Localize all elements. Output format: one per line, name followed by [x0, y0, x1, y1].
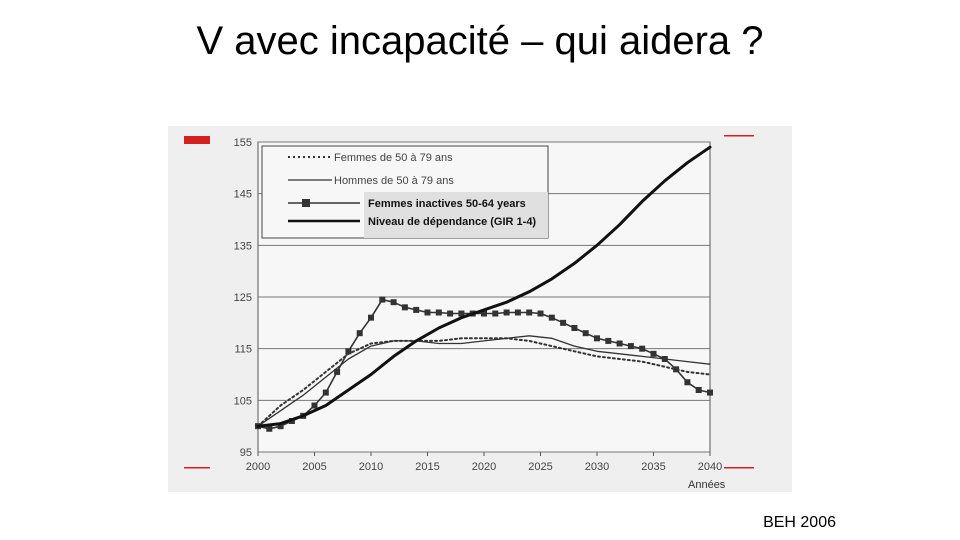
series-marker — [650, 350, 657, 357]
series-marker — [526, 309, 533, 316]
legend-marker-inactives — [302, 199, 310, 207]
series-marker — [334, 368, 341, 375]
y-tick-label: 125 — [234, 292, 252, 304]
series-marker — [322, 389, 329, 396]
x-tick-label: 2020 — [472, 461, 496, 473]
x-tick-label: 2040 — [698, 461, 722, 473]
series-line-3 — [256, 145, 712, 428]
series-marker — [514, 309, 521, 316]
y-tick-label: 145 — [234, 189, 252, 201]
legend-box-highlight — [364, 192, 548, 238]
legend-label-femmes: Femmes de 50 à 79 ans — [334, 152, 453, 164]
y-tick-label: 155 — [234, 137, 252, 149]
series-marker — [673, 366, 680, 373]
line-chart: 95 105 115 125 135 145 155 2000 2005 2010 2015 202… — [184, 135, 754, 491]
legend-label-dependance: Niveau de dépendance (GIR 1-4) — [368, 216, 536, 228]
source-caption: BEH 2006 — [763, 514, 836, 531]
y-tick-label: 95 — [240, 447, 252, 459]
red-marker-top-right — [724, 135, 754, 137]
series-marker — [356, 330, 363, 337]
series-marker — [435, 309, 442, 316]
series-marker — [661, 356, 668, 362]
x-tick-label: 2030 — [585, 461, 609, 473]
series-marker — [616, 340, 623, 347]
y-tick-label: 105 — [234, 395, 252, 407]
red-marker-bottom-left — [184, 467, 210, 469]
series-marker — [277, 423, 284, 430]
x-tick-label: 2035 — [641, 461, 665, 473]
series-marker — [379, 296, 386, 303]
series-marker — [571, 325, 578, 331]
x-tick-label: 2025 — [528, 461, 552, 473]
series-marker — [458, 310, 465, 317]
series-marker — [695, 387, 702, 393]
series-marker — [266, 425, 273, 432]
legend-label-hommes: Hommes de 50 à 79 ans — [334, 175, 454, 187]
series-line-0 — [257, 337, 711, 428]
chart-figure: 95 105 115 125 135 145 155 2000 2005 2010 2015 202… — [168, 126, 792, 492]
series-marker — [548, 314, 555, 321]
y-axis: 95 105 115 125 135 145 155 — [234, 137, 252, 459]
y-tick-label: 135 — [234, 240, 252, 252]
series-marker — [424, 309, 431, 316]
legend-label-inactives: Femmes inactives 50-64 years — [368, 198, 526, 210]
series-marker — [627, 343, 634, 350]
x-tick-label: 2005 — [302, 461, 326, 473]
series-marker — [345, 348, 352, 355]
red-marker-bottom-right — [724, 467, 754, 469]
series-marker — [413, 306, 420, 313]
series-line-1 — [257, 335, 711, 427]
series-marker — [503, 309, 510, 316]
series-marker — [639, 345, 646, 352]
series-marker — [481, 310, 487, 317]
series-marker — [707, 389, 713, 396]
y-tick-label: 115 — [234, 344, 252, 356]
series-marker — [605, 337, 612, 344]
x-tick-label: 2015 — [415, 461, 439, 473]
x-axis: 2000 2005 2010 2015 2020 2025 2030 2035 2040 — [246, 452, 722, 473]
series-marker — [368, 314, 374, 321]
series-marker — [560, 319, 567, 326]
series-layer — [255, 145, 713, 432]
x-tick-label: 2010 — [359, 461, 383, 473]
series-marker — [390, 299, 397, 306]
series-marker — [537, 310, 544, 317]
series-marker — [401, 304, 408, 311]
series-marker — [311, 402, 318, 409]
slide-title: V avec incapacité – qui aidera ? — [196, 19, 764, 63]
legend: Femmes de 50 à 79 ans Hommes de 50 à 79 … — [261, 145, 549, 239]
series-marker — [594, 335, 600, 342]
x-axis-label: Années — [688, 479, 726, 491]
series-marker — [492, 310, 499, 317]
series-marker — [447, 310, 454, 317]
series-marker — [684, 379, 691, 386]
series-marker — [582, 330, 589, 337]
x-tick-label: 2000 — [246, 461, 270, 473]
red-marker-top-left — [184, 136, 210, 144]
